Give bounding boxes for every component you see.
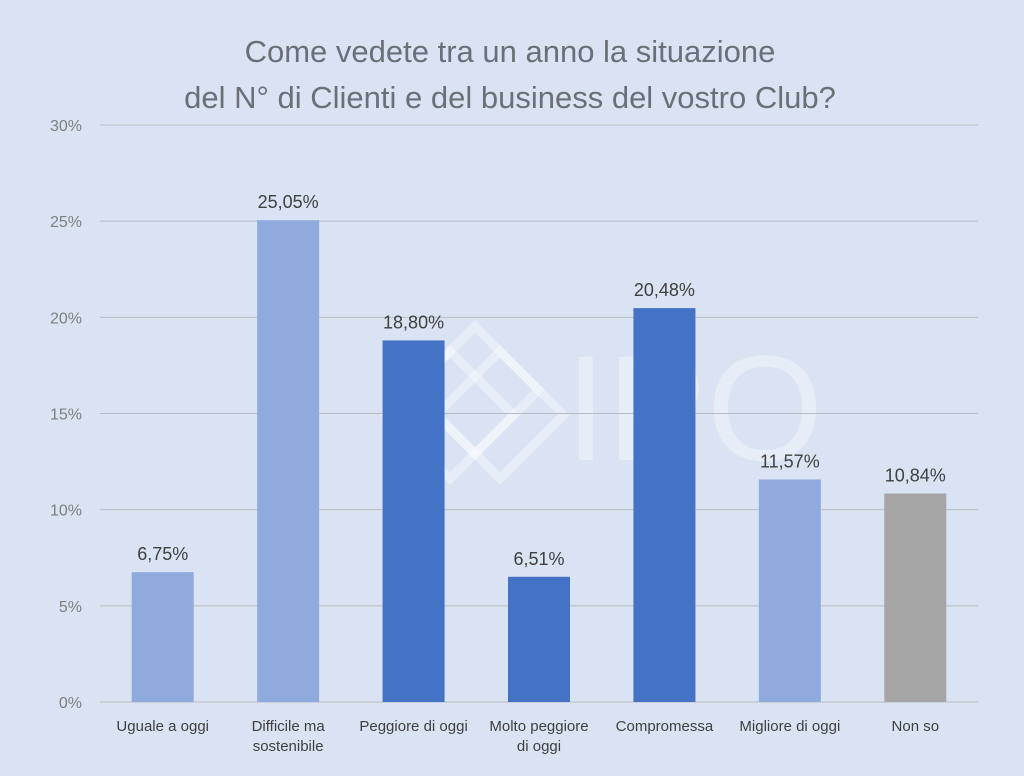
y-tick-label: 5% [59,599,82,616]
bar [633,308,696,702]
bar [131,572,194,702]
y-tick-label: 25% [50,214,82,231]
data-label: 18,80% [383,312,444,332]
bar [382,340,445,702]
chart-title: Come vedete tra un anno la situazione de… [184,34,836,115]
y-tick-label: 20% [50,310,82,327]
data-label: 20,48% [634,280,695,300]
bar [758,479,821,702]
watermark-logo: IPO [379,319,823,492]
x-tick-label: Non so [892,718,940,735]
x-tick-label: Compromessa [616,718,714,735]
y-tick-label: 15% [50,407,82,424]
data-label: 10,84% [885,466,946,486]
bar [884,493,947,702]
x-tick-label: Peggiore di oggi [359,718,467,735]
x-tick-label: Uguale a oggi [116,718,209,735]
y-tick-label: 10% [50,503,82,520]
bar [508,576,570,702]
data-label: 6,51% [513,549,564,569]
data-labels: 6,75% 25,05% 18,80% 6,51% 20,48% 11,57% 10,84% [137,192,946,569]
x-axis: Uguale a oggi Difficile ma sostenibile Pegg… [116,718,939,755]
y-tick-label: 30% [50,118,82,135]
chart-title-line-1: Come vedete tra un anno la situazione [245,34,776,69]
data-label: 6,75% [137,544,188,564]
x-tick-label: Migliore di oggi [739,718,840,735]
x-tick-label: Molto peggiore di oggi [489,718,588,755]
data-label: 11,57% [760,451,820,471]
bars [131,220,947,702]
data-label: 25,05% [258,192,319,212]
y-tick-label: 0% [59,695,82,712]
y-axis: 0% 5% 10% 15% 20% 25% 30% [50,118,82,712]
bar [257,220,320,702]
x-tick-label: Difficile ma sostenibile [252,718,326,755]
chart-title-line-2: del N° di Clienti e del business del vos… [184,80,836,115]
